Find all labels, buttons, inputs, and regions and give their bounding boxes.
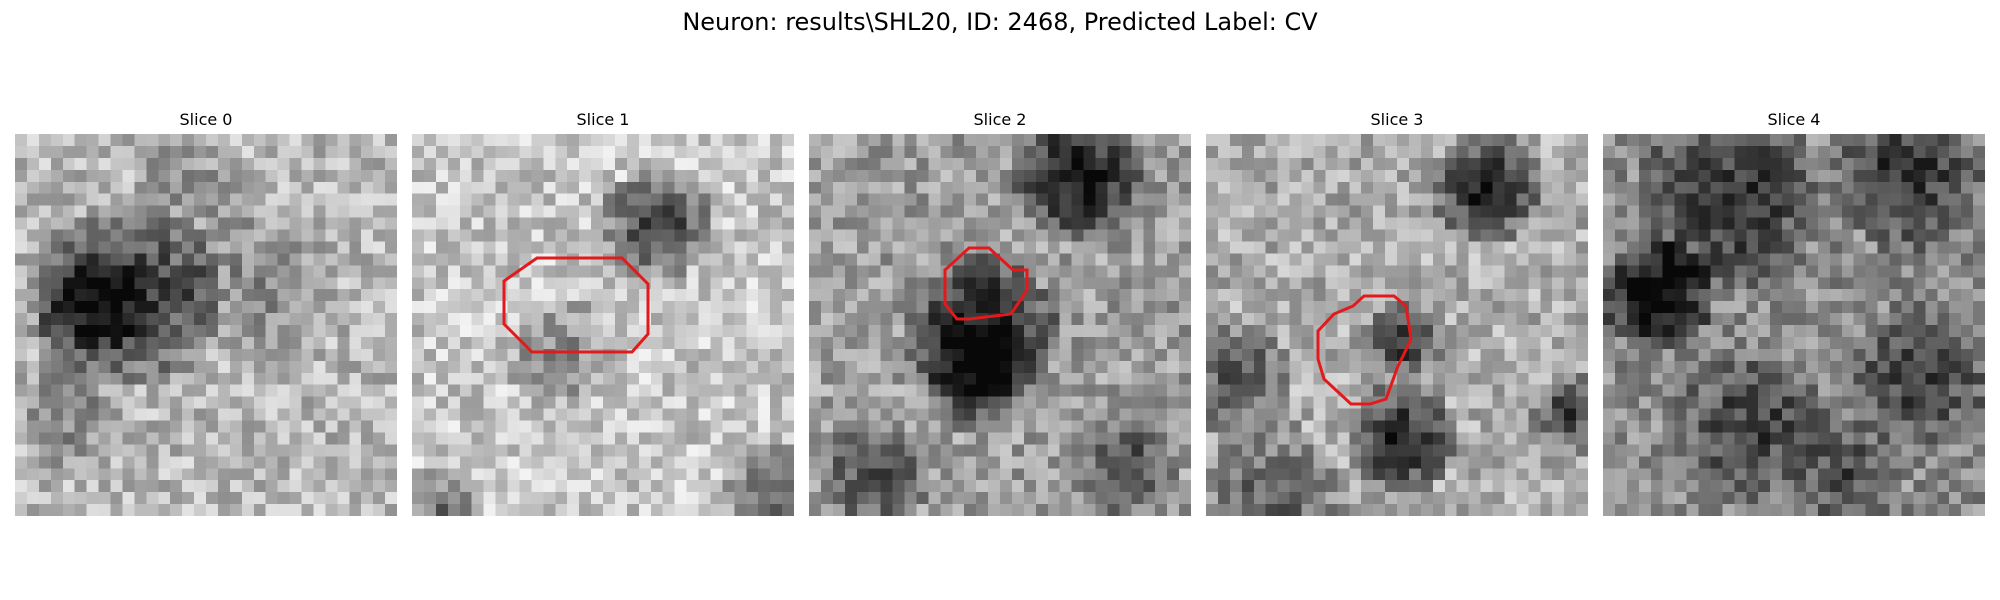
slice-label: Slice 1 <box>576 110 630 129</box>
slice-image-2 <box>809 134 1191 516</box>
slice-label: Slice 4 <box>1767 110 1821 129</box>
slice-panel-4: Slice 4 <box>1603 110 1985 516</box>
figure-title: Neuron: results\SHL20, ID: 2468, Predict… <box>682 8 1318 36</box>
slice-label: Slice 0 <box>179 110 233 129</box>
slice-label: Slice 3 <box>1370 110 1424 129</box>
slice-panel-3: Slice 3 <box>1206 110 1588 516</box>
slice-image-1 <box>412 134 794 516</box>
slice-panel-0: Slice 0 <box>15 110 397 516</box>
slice-image-4 <box>1603 134 1985 516</box>
slice-panel-1: Slice 1 <box>412 110 794 516</box>
slice-label: Slice 2 <box>973 110 1027 129</box>
slice-image-0 <box>15 134 397 516</box>
slice-panel-2: Slice 2 <box>809 110 1191 516</box>
slice-image-3 <box>1206 134 1588 516</box>
